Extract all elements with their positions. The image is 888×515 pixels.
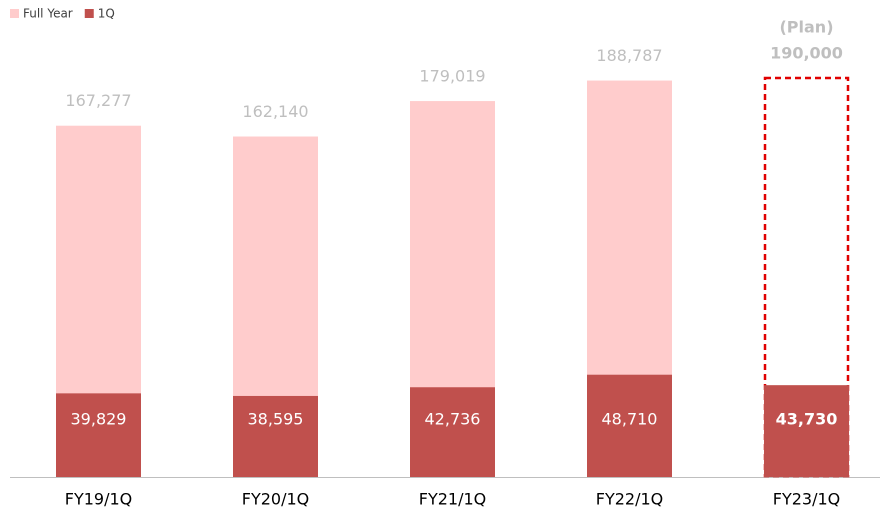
full-year-label: 167,277 — [65, 91, 131, 110]
legend-label: 1Q — [98, 7, 115, 21]
legend-label: Full Year — [23, 7, 73, 21]
quarter-bar — [587, 374, 672, 477]
legend-swatch — [84, 9, 94, 18]
x-tick-label: FY22/1Q — [596, 490, 664, 509]
full-year-label: 190,000 — [770, 44, 843, 63]
quarter-bar — [764, 385, 849, 477]
plan-annotation: (Plan) — [779, 18, 833, 37]
quarter-label: 43,730 — [776, 410, 838, 429]
x-tick-label: FY21/1Q — [419, 490, 487, 509]
full-year-label: 162,140 — [242, 102, 308, 121]
full-year-label: 188,787 — [596, 46, 662, 65]
quarter-label: 48,710 — [602, 410, 658, 429]
full-year-label: 179,019 — [419, 67, 485, 86]
x-tick-label: FY23/1Q — [773, 490, 841, 509]
quarter-label: 42,736 — [425, 410, 481, 429]
quarter-label: 39,829 — [71, 410, 127, 429]
legend-swatch — [10, 9, 19, 18]
quarter-bar — [233, 395, 318, 477]
quarter-bar — [56, 393, 141, 477]
x-tick-label: FY20/1Q — [242, 490, 310, 509]
quarter-bar — [410, 387, 495, 477]
quarter-label: 38,595 — [248, 410, 304, 429]
x-tick-label: FY19/1Q — [65, 490, 133, 509]
